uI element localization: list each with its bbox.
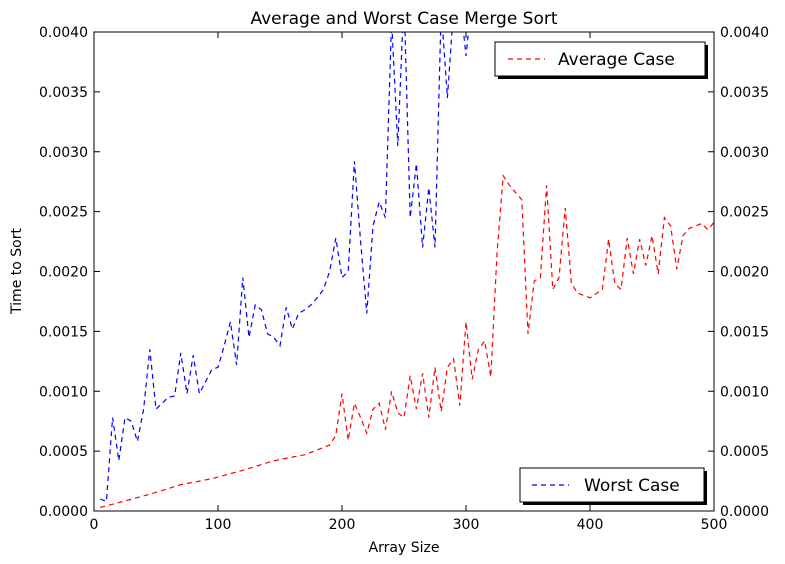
y-tick-label-left: 0.0010: [39, 384, 88, 400]
x-tick-label: 200: [329, 517, 356, 533]
series-layer: [99, 32, 714, 508]
x-tick-label: 400: [577, 517, 604, 533]
y-tick-label-left: 0.0030: [39, 145, 88, 161]
y-tick-label-left: 0.0025: [39, 205, 88, 221]
chart-title: Average and Worst Case Merge Sort: [250, 9, 557, 29]
series-line-average-case: [100, 173, 714, 508]
legend-average-case: Average Case: [494, 41, 708, 79]
legend-label-average-case: Average Case: [558, 50, 675, 70]
x-tick-label: 500: [701, 517, 728, 533]
y-axis-label: Time to Sort: [9, 228, 25, 315]
y-tick-label-right: 0.0040: [720, 25, 769, 41]
series-line-worst-case: [99, 32, 470, 503]
y-tick-label-right: 0.0015: [720, 324, 769, 340]
x-tick-label: 0: [90, 517, 99, 533]
y-tick-label-left: 0.0000: [39, 504, 88, 520]
y-tick-label-right: 0.0000: [720, 504, 769, 520]
plot-frame: [93, 31, 715, 512]
y-tick-label-right: 0.0020: [720, 265, 769, 281]
y-tick-label-left: 0.0035: [39, 85, 88, 101]
y-tick-label-right: 0.0025: [720, 205, 769, 221]
y-tick-label-left: 0.0015: [39, 324, 88, 340]
x-tick-label: 300: [453, 517, 480, 533]
y-tick-label-right: 0.0035: [720, 85, 769, 101]
legend-box: [494, 41, 706, 77]
x-axis-label: Array Size: [369, 540, 440, 556]
x-tick-label: 100: [205, 517, 232, 533]
legend-label-worst-case: Worst Case: [584, 476, 680, 496]
y-tick-label-right: 0.0030: [720, 145, 769, 161]
y-tick-label-left: 0.0020: [39, 265, 88, 281]
legend-worst-case: Worst Case: [519, 467, 707, 505]
y-tick-label-left: 0.0040: [39, 25, 88, 41]
y-tick-label-left: 0.0005: [39, 444, 88, 460]
y-tick-label-right: 0.0005: [720, 444, 769, 460]
y-tick-label-right: 0.0010: [720, 384, 769, 400]
